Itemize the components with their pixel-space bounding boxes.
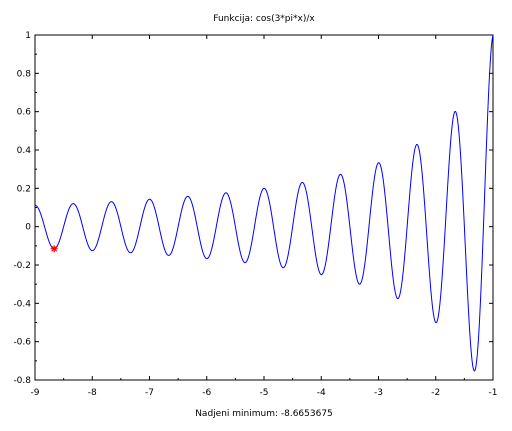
y-tick-label: 0 (25, 223, 31, 233)
series-line (34, 34, 494, 372)
x-tick-label: -6 (202, 388, 211, 398)
x-tick-label: -5 (260, 388, 269, 398)
y-tick-label: -0.8 (13, 376, 31, 386)
y-tick-label: -0.6 (13, 338, 31, 348)
marker-stroke (51, 245, 58, 252)
y-tick-label: 0.4 (17, 146, 32, 156)
x-tick-label: -1 (489, 388, 498, 398)
x-tick-label: -2 (431, 388, 440, 398)
y-tick-label: 0.8 (17, 69, 32, 79)
x-axis: -9 -8 -7 -6 -5 -4 -3 -2 -1 (31, 35, 498, 398)
x-tick-label: -8 (88, 388, 97, 398)
y-tick-label: 0.2 (17, 184, 31, 194)
x-tick-label: -9 (31, 388, 40, 398)
y-axis: -0.8 -0.6 -0.4 -0.2 0 0.2 0.4 0.6 0.8 1 (13, 31, 493, 386)
y-tick-label: 1 (25, 31, 31, 41)
plot-area (34, 34, 494, 381)
x-tick-label: -3 (374, 388, 383, 398)
y-tick-label: -0.2 (13, 261, 31, 271)
x-tick-label: -7 (145, 388, 154, 398)
x-axis-label: Nadjeni minimum: -8.6653675 (195, 409, 333, 419)
y-tick-label: -0.4 (13, 299, 31, 309)
minimum-marker (50, 245, 58, 253)
x-tick-label: -4 (317, 388, 326, 398)
y-tick-label: 0.6 (17, 108, 32, 118)
chart-title: Funkcija: cos(3*pi*x)/x (213, 14, 315, 24)
